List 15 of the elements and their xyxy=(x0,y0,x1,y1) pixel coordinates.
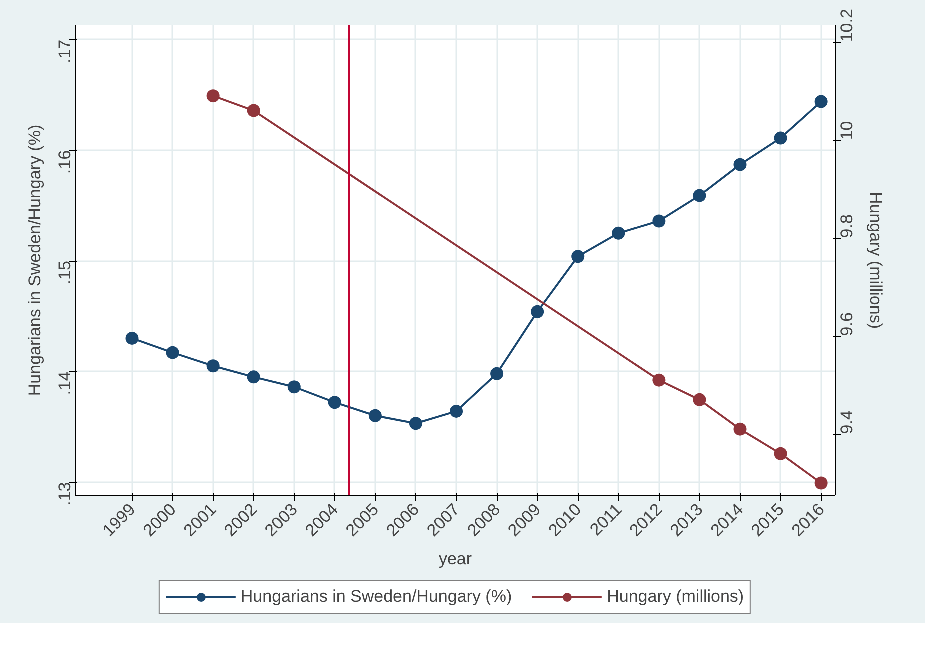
x-axis-title: year xyxy=(438,550,472,569)
y-tick-label: .14 xyxy=(56,372,74,396)
y2-axis-title: Hungary (millions) xyxy=(866,192,886,329)
legend-label: Hungarians in Sweden/Hungary (%) xyxy=(240,587,512,607)
y-tick-label: .16 xyxy=(56,150,74,174)
y-axis-title: Hungarians in Sweden/Hungary (%) xyxy=(26,124,44,396)
y2-tick-label: 10.2 xyxy=(838,9,856,42)
y2-tick-label: 9.8 xyxy=(838,214,856,238)
y-tick-label: .15 xyxy=(56,261,74,285)
y2-tick-label: 9.6 xyxy=(838,312,856,336)
y2-tick-label: 9.4 xyxy=(838,410,856,434)
legend-label: Hungary (millions) xyxy=(607,587,744,607)
y2-tick-label: 10 xyxy=(838,121,856,140)
y-tick-label: .17 xyxy=(56,40,74,64)
y-tick-label: .13 xyxy=(56,482,74,506)
